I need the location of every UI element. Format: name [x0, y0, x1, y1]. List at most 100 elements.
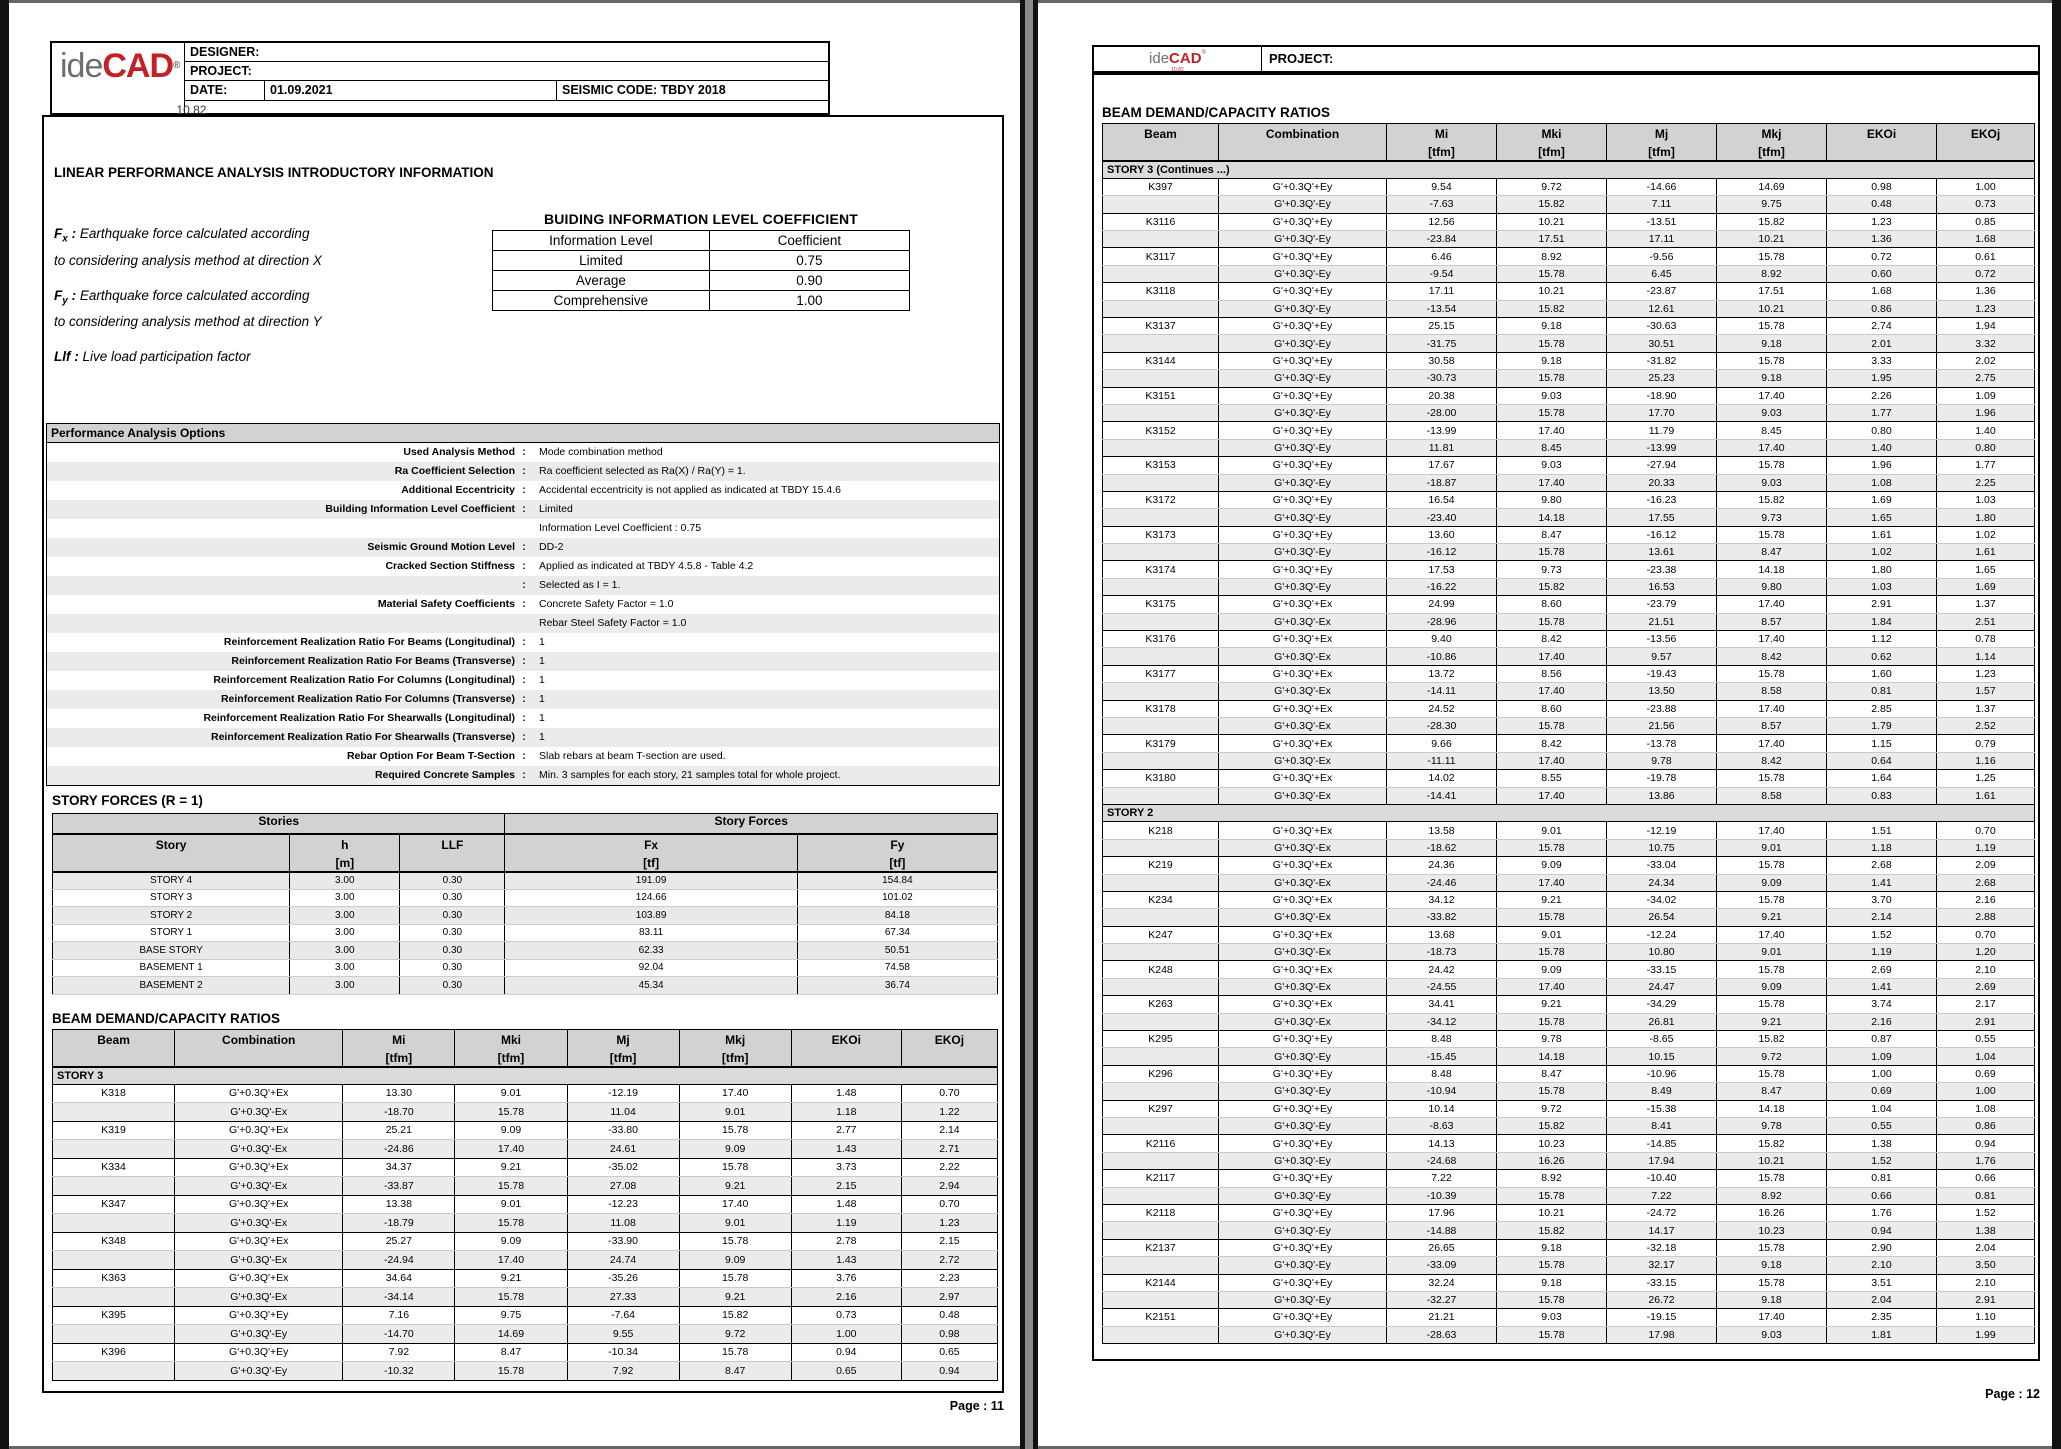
story-cell: 0.30 [399, 871, 506, 890]
beam-value-cell: 2.88 [1936, 908, 2035, 927]
beam-value-cell: -33.90 [566, 1232, 680, 1251]
beam-value-cell: 9.21 [1496, 995, 1607, 1014]
beam-value-cell: G'+0.3Q'-Ex [174, 1213, 344, 1233]
bilc-table: Information Level Coefficient Limited 0.75 A… [492, 230, 911, 311]
beam-value-cell: 2.52 [1936, 717, 2035, 736]
beam-value-cell: 15.78 [1716, 769, 1827, 788]
beam-value-cell: 9.03 [1496, 1308, 1607, 1327]
beam-value-cell: 24.36 [1386, 856, 1497, 875]
beam-value-cell: G'+0.3Q'+Ey [1218, 213, 1387, 232]
beam-value-cell: 13.50 [1606, 682, 1717, 701]
beam-name-cell: K334 [51, 1158, 176, 1177]
column-unit: [tfm] [497, 1051, 525, 1065]
option-row: Reinforcement Realization Ratio For Beam… [47, 633, 999, 652]
beam-value-cell: 0.70 [1936, 926, 2035, 945]
beam-value-cell: 13.72 [1386, 665, 1497, 684]
story-cell: 3.00 [289, 959, 401, 977]
beam-row: K318 G'+0.3Q'+Ex 13.30 9.01 -12.19 17.40 1.48 0… [51, 1084, 999, 1103]
beam-value-cell: 13.86 [1606, 787, 1717, 805]
story-cell: 154.84 [796, 871, 999, 890]
beam-value-cell: 17.40 [1716, 1308, 1827, 1327]
story-cell: 83.11 [504, 924, 798, 942]
beam-value-cell: -18.87 [1386, 474, 1497, 492]
beam-value-cell: 0.48 [1826, 195, 1937, 214]
column-unit: [tfm] [721, 1051, 749, 1065]
beam-value-cell: 8.92 [1496, 247, 1607, 266]
bilc-row: Limited 0.75 [492, 250, 911, 271]
beam-value-cell: 2.15 [790, 1176, 902, 1196]
beam-value-cell: 11.81 [1386, 439, 1497, 458]
beam-table-header-row: Beam Combination Mi [tfm] Mki [tfm] Mj [tfm] Mkj… [51, 1029, 999, 1068]
beam-value-cell: 17.96 [1386, 1204, 1497, 1223]
beam-row: K395 G'+0.3Q'+Ey 7.16 9.75 -7.64 15.82 0.73 0.4… [51, 1306, 999, 1325]
bilc-row: Average 0.90 [492, 270, 911, 291]
option-row: Seismic Ground Motion Level: DD-2 [47, 538, 999, 557]
column-label: Mki [500, 1033, 521, 1047]
beam-value-cell: 17.40 [1716, 595, 1827, 614]
beam-value-cell: 15.82 [1716, 1134, 1827, 1153]
beam-value-cell: 15.82 [1496, 1221, 1607, 1240]
beam-name-cell: K3176 [1102, 630, 1219, 649]
beam-name-cell [1102, 1082, 1219, 1101]
beam-value-cell: 26.54 [1606, 908, 1717, 927]
beam-value-cell: 25.27 [342, 1232, 456, 1251]
beam-value-cell: G'+0.3Q'-Ey [1218, 1152, 1387, 1171]
beam-value-cell: 3.74 [1826, 995, 1937, 1014]
beam-value-cell: 15.78 [454, 1287, 568, 1307]
option-colon: : [522, 446, 526, 458]
beam-value-cell: 1.19 [1826, 943, 1937, 962]
beam-value-cell: 8.42 [1496, 630, 1607, 649]
beam-value-cell: 1.03 [1936, 491, 2035, 510]
beam-value-cell: 0.94 [1826, 1221, 1937, 1240]
beam-value-cell: G'+0.3Q'+Ey [1218, 491, 1387, 510]
beam-row: K3152 G'+0.3Q'+Ey -13.99 17.40 11.79 8.45 0.80… [1102, 421, 2035, 440]
story-row: STORY 4 3.00 0.30 191.09 154.84 [51, 871, 999, 890]
beam-value-cell: 0.60 [1826, 265, 1937, 284]
column-header-cell: Fx [tf] [504, 833, 798, 873]
beam-row: K234 G'+0.3Q'+Ex 34.12 9.21 -34.02 15.78 3.70 2… [1102, 891, 2035, 910]
beam-value-cell: 0.64 [1826, 752, 1937, 771]
bilc-cell: Comprehensive [492, 290, 710, 311]
beam-value-cell: 15.78 [1496, 1326, 1607, 1345]
beam-value-cell: 1.00 [790, 1324, 902, 1344]
beam-value-cell: 9.78 [1716, 1117, 1827, 1136]
beam-value-cell: 15.78 [1496, 265, 1607, 284]
beam-row: G'+0.3Q'-Ex -33.87 15.78 27.08 9.21 2.15 2.94 [51, 1176, 999, 1196]
beam-value-cell: -24.86 [342, 1139, 456, 1159]
beam-value-cell: 17.40 [1496, 787, 1607, 805]
beam-name-cell [1102, 230, 1219, 249]
beam-value-cell: -33.15 [1606, 960, 1717, 979]
beam-name-cell [51, 1102, 176, 1122]
beam-value-cell: 1.23 [1826, 213, 1937, 232]
beam-value-cell: -31.82 [1606, 352, 1717, 371]
beam-value-cell: G'+0.3Q'-Ey [1218, 439, 1387, 458]
beam-value-cell: 9.55 [566, 1324, 680, 1344]
story-cell: 101.02 [796, 889, 999, 907]
beam-value-cell: 17.40 [1716, 734, 1827, 753]
beam-value-cell: 7.22 [1606, 1187, 1717, 1205]
beam-value-cell: 0.86 [1826, 300, 1937, 319]
option-colon: : [522, 636, 526, 648]
beam-value-cell: 8.47 [1496, 526, 1607, 545]
beam-value-cell: 30.58 [1386, 352, 1497, 371]
beam-value-cell: 8.57 [1716, 717, 1827, 736]
idecad-logo-small: ideCAD® 10.82 [1094, 47, 1262, 73]
beam-row: G'+0.3Q'-Ey -28.63 15.78 17.98 9.03 1.81 1.99 [1102, 1326, 2035, 1345]
beam-value-cell: 2.97 [900, 1287, 999, 1307]
beam-value-cell: -13.78 [1606, 734, 1717, 753]
definition-item: Fy : Earthquake force calculated accordi… [54, 285, 484, 333]
beam-name-cell: K348 [51, 1232, 176, 1251]
beam-value-cell: 2.75 [1936, 369, 2035, 388]
beam-value-cell: 17.40 [678, 1195, 792, 1214]
story-cell: 74.58 [796, 959, 999, 977]
beam-value-cell: 24.34 [1606, 874, 1717, 892]
beam-value-cell: 10.15 [1606, 1047, 1717, 1066]
beam-value-cell: 1.43 [790, 1139, 902, 1159]
beam-value-cell: G'+0.3Q'-Ex [174, 1102, 344, 1122]
beam-name-cell: K397 [1102, 178, 1219, 197]
beam-row: K3180 G'+0.3Q'+Ex 14.02 8.55 -19.78 15.78 1.64… [1102, 769, 2035, 788]
definition-term: Fx : [54, 226, 77, 245]
beam-value-cell: 6.45 [1606, 265, 1717, 284]
beam-value-cell: 27.08 [566, 1176, 680, 1196]
beam-value-cell: 1.96 [1936, 404, 2035, 423]
